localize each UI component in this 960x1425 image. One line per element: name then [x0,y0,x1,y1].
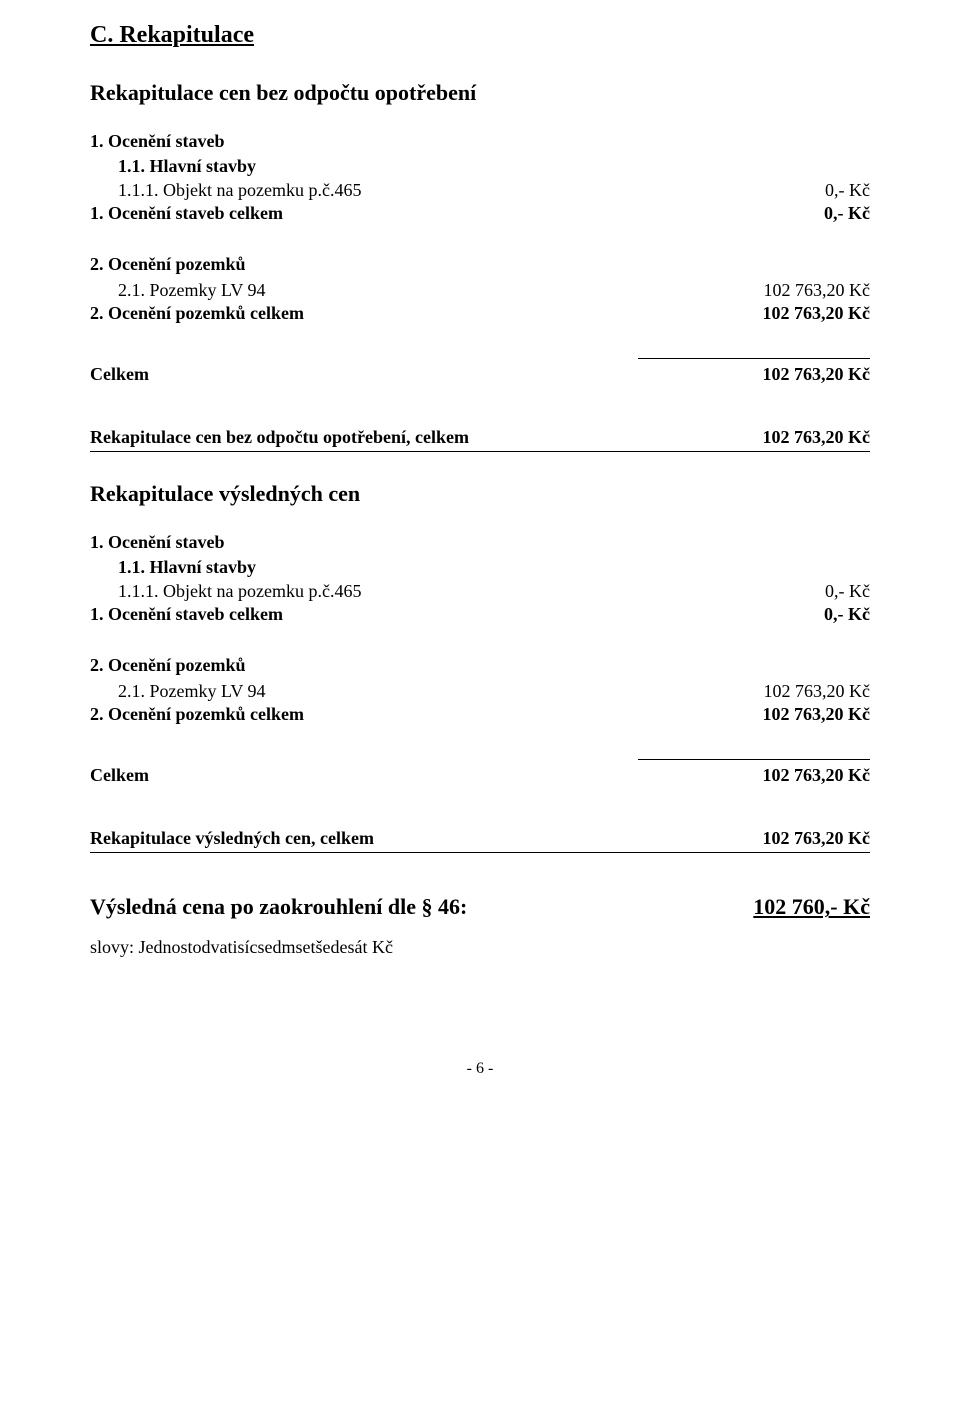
recap2-pozemku-celkem-value: 102 763,20 Kč [700,703,870,726]
recap1-objekt-value: 0,- Kč [700,179,870,202]
recap2-title: Rekapitulace výsledných cen [90,480,870,509]
recap1-staveb-heading: 1. Ocenění staveb [90,130,870,153]
page-number: - 6 - [90,1059,870,1080]
recap1-hlavni-label: 1.1. Hlavní stavby [118,155,870,178]
divider-line [638,759,870,760]
recap1-total-label: Rekapitulace cen bez odpočtu opotřebení,… [90,426,469,449]
recap2-hlavni-row: 1.1. Hlavní stavby [90,556,870,579]
recap2-staveb-celkem-value: 0,- Kč [700,603,870,626]
recap1-pozemku-item-row: 2.1. Pozemky LV 94 102 763,20 Kč [90,279,870,302]
recap2-hlavni-label: 1.1. Hlavní stavby [118,556,870,579]
recap1-title: Rekapitulace cen bez odpočtu opotřebení [90,79,870,108]
result-row: Výsledná cena po zaokrouhlení dle § 46: … [90,893,870,922]
recap1-staveb-celkem-label: 1. Ocenění staveb celkem [90,202,700,225]
recap1-total-row: Rekapitulace cen bez odpočtu opotřebení,… [90,426,870,452]
recap2-pozemku-celkem-label: 2. Ocenění pozemků celkem [90,703,700,726]
recap1-pozemku-heading: 2. Ocenění pozemků [90,253,870,276]
recap2-objekt-label: 1.1.1. Objekt na pozemku p.č.465 [118,580,700,603]
recap1-pozemku-celkem-row: 2. Ocenění pozemků celkem 102 763,20 Kč [90,302,870,325]
recap1-pozemku-item-value: 102 763,20 Kč [700,279,870,302]
result-value: 102 760,- Kč [753,893,870,922]
recap2-total-label: Rekapitulace výsledných cen, celkem [90,827,374,850]
recap2-pozemku-celkem-row: 2. Ocenění pozemků celkem 102 763,20 Kč [90,703,870,726]
recap2-celkem-row: Celkem 102 763,20 Kč [90,764,870,787]
recap2-pozemku-heading: 2. Ocenění pozemků [90,654,870,677]
recap1-pozemku-celkem-value: 102 763,20 Kč [700,302,870,325]
recap1-staveb-celkem-value: 0,- Kč [700,202,870,225]
recap2-staveb-celkem-label: 1. Ocenění staveb celkem [90,603,700,626]
recap1-hlavni-row: 1.1. Hlavní stavby [90,155,870,178]
recap2-total-value: 102 763,20 Kč [763,827,871,850]
recap2-staveb-heading: 1. Ocenění staveb [90,531,870,554]
recap2-celkem-label: Celkem [90,764,700,787]
recap2-total-row: Rekapitulace výsledných cen, celkem 102 … [90,827,870,853]
recap2-objekt-value: 0,- Kč [700,580,870,603]
amount-in-words: slovy: Jednostodvatisícsedmsetšedesát Kč [90,936,870,959]
recap2-staveb-celkem-row: 1. Ocenění staveb celkem 0,- Kč [90,603,870,626]
recap2-pozemku-item-row: 2.1. Pozemky LV 94 102 763,20 Kč [90,680,870,703]
recap1-objekt-row: 1.1.1. Objekt na pozemku p.č.465 0,- Kč [90,179,870,202]
recap1-pozemku-celkem-label: 2. Ocenění pozemků celkem [90,302,700,325]
result-label: Výsledná cena po zaokrouhlení dle § 46: [90,893,467,922]
recap1-celkem-label: Celkem [90,363,700,386]
divider-line [638,358,870,359]
recap1-total-value: 102 763,20 Kč [763,426,871,449]
recap1-staveb-celkem-row: 1. Ocenění staveb celkem 0,- Kč [90,202,870,225]
recap1-celkem-value: 102 763,20 Kč [700,363,870,386]
recap1-pozemku-item-label: 2.1. Pozemky LV 94 [118,279,700,302]
recap2-objekt-row: 1.1.1. Objekt na pozemku p.č.465 0,- Kč [90,580,870,603]
recap2-celkem-value: 102 763,20 Kč [700,764,870,787]
recap2-pozemku-item-label: 2.1. Pozemky LV 94 [118,680,700,703]
recap1-celkem-row: Celkem 102 763,20 Kč [90,363,870,386]
recap1-objekt-label: 1.1.1. Objekt na pozemku p.č.465 [118,179,700,202]
section-title: C. Rekapitulace [90,20,870,51]
recap2-pozemku-item-value: 102 763,20 Kč [700,680,870,703]
